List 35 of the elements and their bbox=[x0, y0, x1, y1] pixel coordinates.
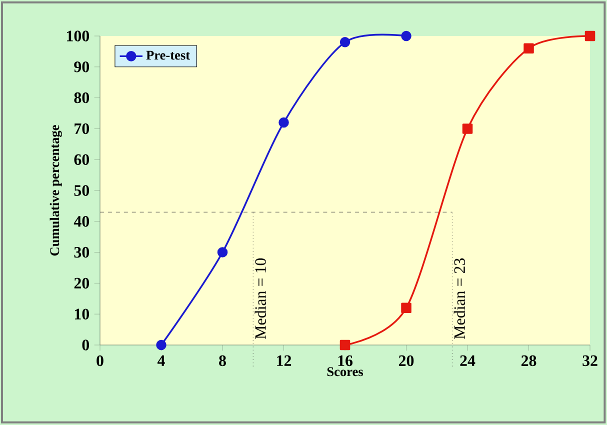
y-tick-label: 50 bbox=[74, 185, 90, 196]
point bbox=[278, 117, 289, 128]
y-tick-label: 70 bbox=[74, 123, 90, 134]
y-tick-label: 30 bbox=[74, 246, 90, 258]
y-tick-label: 10 bbox=[74, 308, 90, 320]
x-tick-label: 28 bbox=[521, 355, 536, 366]
x-tick-label: 32 bbox=[582, 355, 598, 366]
point bbox=[524, 43, 534, 54]
y-axis-title: Cumulative percentage bbox=[50, 125, 62, 256]
x-tick-label: 4 bbox=[157, 355, 165, 366]
y-tick-label: 60 bbox=[74, 154, 90, 165]
x-tick-label: 24 bbox=[460, 355, 476, 366]
x-tick-label: 20 bbox=[398, 355, 414, 366]
point bbox=[401, 302, 412, 314]
x-tick-label: 0 bbox=[96, 355, 104, 366]
legend-label: Pre-test bbox=[146, 50, 190, 60]
point bbox=[401, 30, 412, 42]
y-tick-label: 20 bbox=[74, 278, 90, 289]
y-tick-label: 80 bbox=[74, 92, 90, 104]
x-axis-title: Scores bbox=[327, 367, 364, 376]
point bbox=[217, 247, 228, 258]
point bbox=[156, 340, 166, 350]
y-tick-label: 0 bbox=[82, 340, 90, 350]
point bbox=[462, 124, 473, 134]
ref-line-label: Median = 10 bbox=[254, 258, 266, 339]
x-tick-label: 16 bbox=[338, 355, 353, 366]
y-tick-label: 100 bbox=[67, 30, 90, 42]
y-tick-label: 40 bbox=[74, 216, 90, 227]
y-tick-label: 90 bbox=[74, 62, 90, 72]
ref-line-label: Median = 23 bbox=[454, 258, 466, 339]
x-tick-label: 8 bbox=[219, 355, 226, 366]
x-tick-label: 12 bbox=[277, 355, 292, 366]
point bbox=[340, 340, 350, 350]
point bbox=[340, 37, 350, 48]
point bbox=[584, 30, 596, 42]
